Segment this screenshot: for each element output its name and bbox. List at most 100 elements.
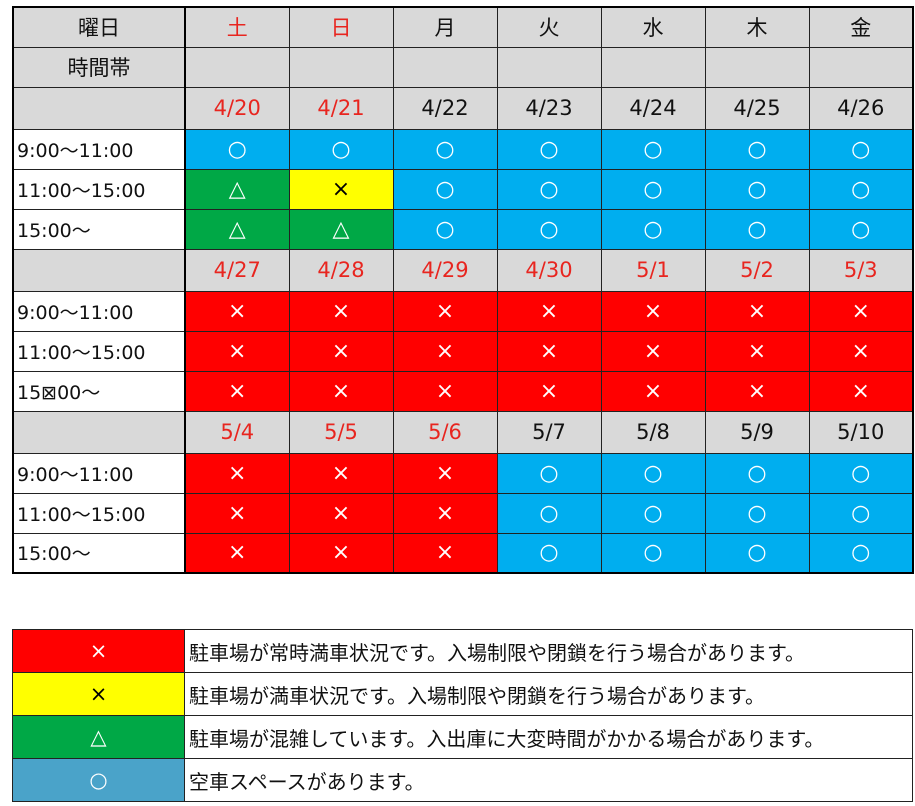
status-cell-open: ○ — [808, 208, 914, 250]
status-cell-crowd: △ — [184, 168, 290, 210]
parking-schedule-table: 曜日 土 日 月 火 水 木 金 時間帯 4/20 4/21 4/22 4/23 4/2… — [12, 6, 914, 574]
status-cell-open: ○ — [704, 128, 810, 170]
legend-mark: × — [12, 629, 185, 673]
status-cell-full: × — [288, 532, 394, 574]
day-header-sat: 土 — [184, 6, 290, 48]
status-cell-busy: × — [288, 168, 394, 210]
weekday-header-row: 曜日 土 日 月 火 水 木 金 — [12, 6, 914, 48]
timeslot-row: 9:00〜11:00 × × × × × × × — [12, 290, 914, 332]
status-cell-open: ○ — [496, 168, 602, 210]
status-cell-full: × — [288, 492, 394, 534]
timeslot-label: 9:00〜11:00 — [12, 128, 186, 170]
timeslot-row: 9:00〜11:00 × × × ○ ○ ○ ○ — [12, 452, 914, 494]
timeslot-row: 11:00〜15:00 △ × ○ ○ ○ ○ ○ — [12, 168, 914, 210]
date-row: 4/20 4/21 4/22 4/23 4/24 4/25 4/26 — [12, 86, 914, 130]
day-header-fri: 金 — [808, 6, 914, 48]
date-cell: 5/10 — [808, 410, 914, 454]
status-cell-open: ○ — [600, 532, 706, 574]
blank-header-cell — [808, 46, 914, 88]
date-row: 4/27 4/28 4/29 4/30 5/1 5/2 5/3 — [12, 248, 914, 292]
timeslot-row: 15:00〜 × × × ○ ○ ○ ○ — [12, 532, 914, 574]
status-cell-open: ○ — [496, 208, 602, 250]
date-cell: 4/27 — [184, 248, 290, 292]
date-cell: 4/20 — [184, 86, 290, 130]
legend-mark: × — [12, 672, 185, 716]
timeslot-label: 時間帯 — [12, 46, 186, 88]
status-cell-open: ○ — [704, 532, 810, 574]
status-cell-full: × — [496, 290, 602, 332]
status-cell-full: × — [184, 330, 290, 372]
status-cell-full: × — [808, 330, 914, 372]
status-cell-open: ○ — [704, 492, 810, 534]
status-cell-open: ○ — [808, 532, 914, 574]
status-cell-open: ○ — [496, 452, 602, 494]
status-cell-open: ○ — [496, 128, 602, 170]
date-cell: 4/28 — [288, 248, 394, 292]
date-cell: 4/23 — [496, 86, 602, 130]
status-cell-crowd: △ — [288, 208, 394, 250]
day-header-thu: 木 — [704, 6, 810, 48]
status-cell-full: × — [392, 452, 498, 494]
status-cell-open: ○ — [808, 128, 914, 170]
blank-header-cell — [600, 46, 706, 88]
status-cell-full: × — [392, 492, 498, 534]
blank-header-cell — [496, 46, 602, 88]
status-cell-open: ○ — [392, 128, 498, 170]
status-cell-open: ○ — [600, 452, 706, 494]
legend-text: 駐車場が常時満車状況です。入場制限や閉鎖を行う場合があります。 — [184, 629, 913, 673]
status-cell-full: × — [600, 290, 706, 332]
legend-row-crowd: △ 駐車場が混雑しています。入出庫に大変時間がかかる場合があります。 — [12, 715, 913, 759]
date-cell: 4/30 — [496, 248, 602, 292]
timeslot-label: 9:00〜11:00 — [12, 290, 186, 332]
status-cell-open: ○ — [600, 168, 706, 210]
status-cell-open: ○ — [496, 492, 602, 534]
date-cell: 5/9 — [704, 410, 810, 454]
date-cell: 4/29 — [392, 248, 498, 292]
weekday-label: 曜日 — [12, 6, 186, 48]
legend-mark: ○ — [12, 758, 185, 802]
status-cell-full: × — [288, 330, 394, 372]
timeslot-label: 15:00〜 — [12, 532, 186, 574]
status-cell-full: × — [600, 370, 706, 412]
date-cell: 4/26 — [808, 86, 914, 130]
status-cell-full: × — [704, 290, 810, 332]
status-cell-open: ○ — [808, 452, 914, 494]
timeslot-row: 9:00〜11:00 ○ ○ ○ ○ ○ ○ ○ — [12, 128, 914, 170]
status-cell-full: × — [288, 290, 394, 332]
legend-text: 駐車場が混雑しています。入出庫に大変時間がかかる場合があります。 — [184, 715, 913, 759]
date-cell: 5/1 — [600, 248, 706, 292]
status-cell-open: ○ — [184, 128, 290, 170]
status-cell-full: × — [184, 492, 290, 534]
date-cell: 5/5 — [288, 410, 394, 454]
status-cell-full: × — [288, 452, 394, 494]
date-cell: 4/21 — [288, 86, 394, 130]
status-cell-open: ○ — [704, 168, 810, 210]
status-cell-open: ○ — [392, 208, 498, 250]
blank-header-cell — [392, 46, 498, 88]
blank-header-cell — [184, 46, 290, 88]
day-header-wed: 水 — [600, 6, 706, 48]
date-row: 5/4 5/5 5/6 5/7 5/8 5/9 5/10 — [12, 410, 914, 454]
status-cell-open: ○ — [600, 492, 706, 534]
status-cell-open: ○ — [704, 208, 810, 250]
timeslot-row: 11:00〜15:00 × × × × × × × — [12, 330, 914, 372]
timeslot-label: 11:00〜15:00 — [12, 168, 186, 210]
status-cell-full: × — [496, 370, 602, 412]
date-cell: 4/24 — [600, 86, 706, 130]
status-cell-open: ○ — [496, 532, 602, 574]
legend-text: 空車スペースがあります。 — [184, 758, 913, 802]
blank-header-cell — [288, 46, 394, 88]
status-cell-full: × — [392, 290, 498, 332]
status-cell-open: ○ — [704, 452, 810, 494]
timeslot-label: 9:00〜11:00 — [12, 452, 186, 494]
timeslot-label: 15⊠00〜 — [12, 370, 186, 412]
day-header-mon: 月 — [392, 6, 498, 48]
status-cell-crowd: △ — [184, 208, 290, 250]
date-cell: 4/25 — [704, 86, 810, 130]
legend-row-open: ○ 空車スペースがあります。 — [12, 758, 913, 802]
legend-table: × 駐車場が常時満車状況です。入場制限や閉鎖を行う場合があります。 × 駐車場が満車状… — [12, 629, 913, 802]
status-cell-full: × — [288, 370, 394, 412]
status-cell-open: ○ — [288, 128, 394, 170]
status-cell-full: × — [704, 370, 810, 412]
date-cell: 5/3 — [808, 248, 914, 292]
